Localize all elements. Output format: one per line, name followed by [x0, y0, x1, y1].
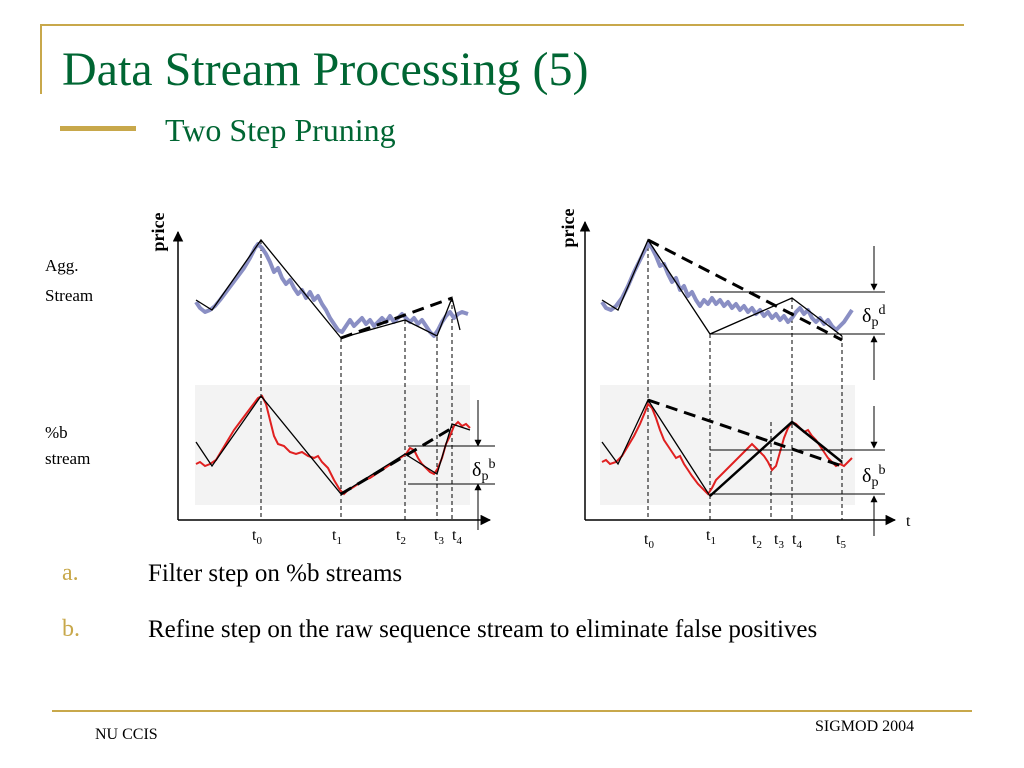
right-delta-top-label: δpd — [862, 303, 885, 330]
right-tick-t4: t4 — [792, 531, 802, 551]
bullet-marker-b: b. — [62, 616, 80, 642]
right-tick-t0: t0 — [644, 531, 654, 551]
footer-right: SIGMOD 2004 — [815, 718, 915, 735]
right-tick-t2: t2 — [752, 531, 762, 551]
left-delta-label: δpb — [472, 457, 495, 484]
right-agg-dashed — [647, 238, 843, 342]
title-accent-bar — [60, 126, 136, 131]
slide-subtitle: Two Step Pruning — [165, 112, 396, 148]
left-b-dashed — [340, 426, 453, 496]
left-delta-bracket — [408, 400, 495, 530]
row-label-agg-line2: Stream — [45, 286, 93, 305]
left-b-band — [195, 385, 470, 505]
bullet-text-a: Filter step on %b streams — [148, 560, 403, 587]
left-agg-stream — [194, 242, 469, 338]
left-tick-t0: t0 — [252, 527, 262, 547]
left-y-label: price — [148, 213, 168, 252]
footer-left: NU CCIS — [95, 726, 158, 743]
pruning-diagram: price δpb Agg. Stream — [45, 209, 911, 551]
left-tick-t1: t1 — [332, 527, 342, 547]
slide-title: Data Stream Processing (5) — [62, 43, 589, 96]
right-b-dashed — [647, 398, 843, 468]
right-agg-approx — [601, 238, 843, 337]
left-tick-t3: t3 — [434, 527, 444, 547]
row-label-b-line1: %b — [45, 423, 68, 442]
right-agg-stream — [600, 242, 854, 332]
right-guides — [647, 240, 843, 520]
right-b-approx-bold — [709, 420, 843, 497]
left-b-approx — [195, 394, 471, 495]
right-delta-bottom-bracket — [710, 406, 885, 536]
left-agg-approx-2 — [340, 295, 461, 339]
frame-left-line — [40, 24, 42, 94]
footer-line — [52, 710, 972, 712]
right-tick-t1: t1 — [706, 527, 716, 547]
left-agg-approx — [195, 238, 342, 339]
left-tick-t2: t2 — [396, 527, 406, 547]
left-tick-t4: t4 — [452, 527, 462, 547]
row-label-b-line2: stream — [45, 449, 90, 468]
right-delta-top-bracket — [710, 246, 885, 380]
right-tick-t5: t5 — [836, 531, 846, 551]
right-x-label: t — [906, 513, 911, 530]
left-diagram: price δpb Agg. Stream — [45, 213, 495, 547]
right-tick-t3: t3 — [774, 531, 784, 551]
right-delta-bottom-label: δpb — [862, 463, 885, 490]
row-label-agg-line1: Agg. — [45, 256, 79, 275]
left-guides — [260, 240, 453, 520]
frame-top-line — [40, 24, 964, 26]
left-agg-dashed — [340, 296, 453, 340]
right-b-approx — [601, 398, 711, 497]
bullet-text-b: Refine step on the raw sequence stream t… — [148, 616, 818, 643]
bullet-marker-a: a. — [62, 560, 79, 586]
right-diagram: price t δpd — [558, 209, 911, 551]
right-b-band — [600, 385, 855, 505]
right-y-label: price — [558, 209, 578, 248]
